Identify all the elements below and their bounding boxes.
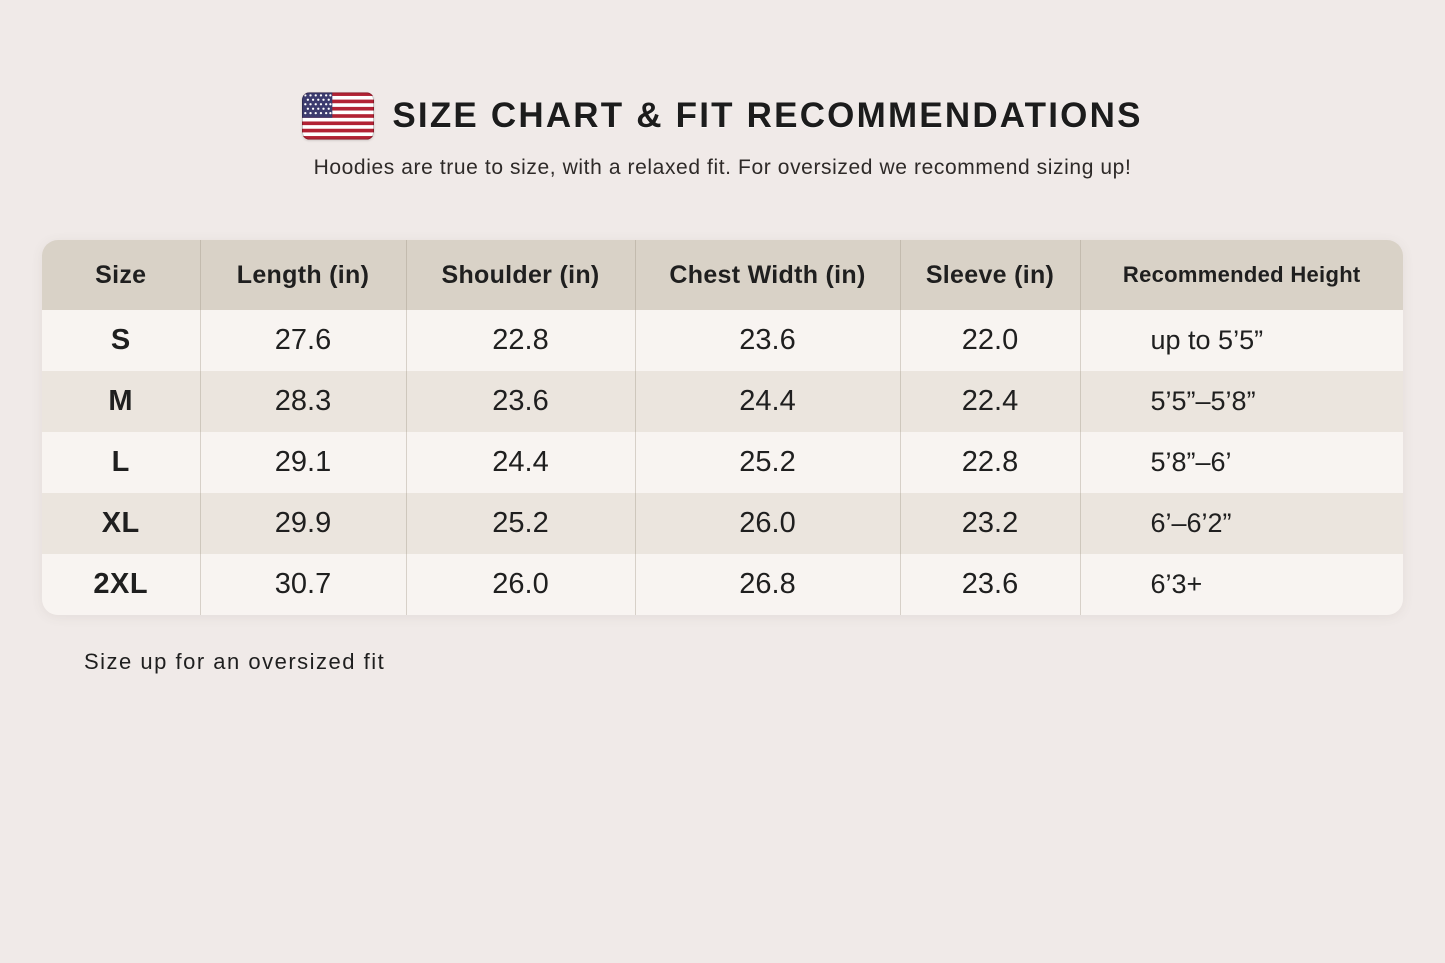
size-cell: L — [42, 432, 201, 493]
chest-cell: 25.2 — [635, 432, 901, 493]
column-header-shoulder: Shoulder (in) — [406, 240, 636, 310]
height-cell: 5’8”–6’ — [1080, 432, 1403, 493]
sleeve-cell: 22.4 — [900, 371, 1081, 432]
us-flag-icon — [302, 92, 375, 140]
size-cell: 2XL — [42, 554, 201, 615]
length-cell: 28.3 — [200, 371, 407, 432]
length-cell: 29.1 — [200, 432, 407, 493]
height-cell: 5’5”–5’8” — [1080, 371, 1403, 432]
size-cell: S — [42, 310, 201, 371]
title-row: SIZE CHART & FIT RECOMMENDATIONS — [42, 92, 1403, 140]
column-header-chest: Chest Width (in) — [635, 240, 901, 310]
shoulder-cell: 25.2 — [406, 493, 636, 554]
subtitle: Hoodies are true to size, with a relaxed… — [313, 156, 1132, 179]
shoulder-cell: 22.8 — [406, 310, 636, 371]
table-row-xl: XL 29.9 25.2 26.0 23.2 6’–6’2” — [42, 493, 1403, 554]
chest-cell: 26.0 — [635, 493, 901, 554]
length-cell: 27.6 — [200, 310, 407, 371]
sleeve-cell: 22.8 — [900, 432, 1081, 493]
size-chart-page: SIZE CHART & FIT RECOMMENDATIONS Hoodies… — [42, 0, 1403, 675]
size-table: Size Length (in) Shoulder (in) Chest Wid… — [42, 240, 1403, 615]
column-header-height: Recommended Height — [1080, 240, 1403, 310]
size-table-card: Size Length (in) Shoulder (in) Chest Wid… — [42, 240, 1403, 615]
page-title: SIZE CHART & FIT RECOMMENDATIONS — [392, 96, 1143, 135]
height-cell: 6’3+ — [1080, 554, 1403, 615]
header: SIZE CHART & FIT RECOMMENDATIONS Hoodies… — [42, 92, 1403, 180]
chest-cell: 26.8 — [635, 554, 901, 615]
footnote: Size up for an oversized fit — [84, 649, 386, 674]
table-row-m: M 28.3 23.6 24.4 22.4 5’5”–5’8” — [42, 371, 1403, 432]
sleeve-cell: 22.0 — [900, 310, 1081, 371]
chest-cell: 24.4 — [635, 371, 901, 432]
column-header-size: Size — [42, 240, 201, 310]
column-header-length: Length (in) — [200, 240, 407, 310]
length-cell: 29.9 — [200, 493, 407, 554]
column-header-sleeve: Sleeve (in) — [900, 240, 1081, 310]
length-cell: 30.7 — [200, 554, 407, 615]
table-row-s: S 27.6 22.8 23.6 22.0 up to 5’5” — [42, 310, 1403, 371]
table-header-row: Size Length (in) Shoulder (in) Chest Wid… — [42, 240, 1403, 310]
size-cell: XL — [42, 493, 201, 554]
chest-cell: 23.6 — [635, 310, 901, 371]
height-cell: up to 5’5” — [1080, 310, 1403, 371]
sleeve-cell: 23.2 — [900, 493, 1081, 554]
size-cell: M — [42, 371, 201, 432]
sleeve-cell: 23.6 — [900, 554, 1081, 615]
shoulder-cell: 23.6 — [406, 371, 636, 432]
table-row-2xl: 2XL 30.7 26.0 26.8 23.6 6’3+ — [42, 554, 1403, 615]
table-row-l: L 29.1 24.4 25.2 22.8 5’8”–6’ — [42, 432, 1403, 493]
shoulder-cell: 26.0 — [406, 554, 636, 615]
shoulder-cell: 24.4 — [406, 432, 636, 493]
height-cell: 6’–6’2” — [1080, 493, 1403, 554]
